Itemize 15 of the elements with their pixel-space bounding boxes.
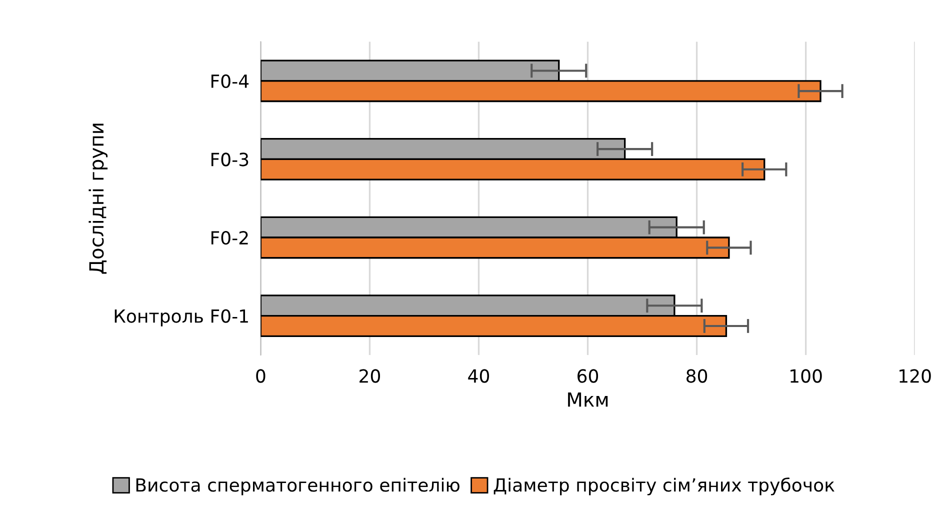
y-tick-label: Контроль F0-1 xyxy=(114,309,248,326)
x-tick-label: 0 xyxy=(256,369,266,383)
x-axis-title: Мкм xyxy=(568,392,608,407)
y-tick-label: F0-2 xyxy=(211,230,248,245)
x-tick-label: 60 xyxy=(578,369,598,383)
legend-label: Діаметр просвіту сім’яних трубочок xyxy=(494,478,834,496)
x-tick-label: 120 xyxy=(900,369,931,383)
x-tick-label: 40 xyxy=(468,369,490,383)
y-tick-label: F0-3 xyxy=(211,152,248,166)
y-tick-label: F0-4 xyxy=(211,74,249,88)
legend-label: Висота сперматогенного епітелію xyxy=(136,478,460,496)
x-tick-label: 20 xyxy=(360,369,380,383)
x-tick-label: 80 xyxy=(686,369,708,383)
y-axis-title: Дослідні групи xyxy=(88,124,108,274)
x-tick-label: 100 xyxy=(790,369,822,383)
